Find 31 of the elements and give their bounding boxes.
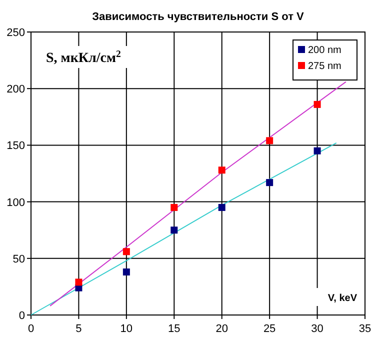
y-tick-label: 150 — [6, 140, 25, 152]
point — [122, 248, 130, 256]
point — [75, 278, 82, 286]
point — [218, 166, 226, 174]
chart-title: Зависимость чувствительности S от V — [92, 11, 305, 23]
x-tick-label: 5 — [76, 323, 82, 335]
point — [170, 226, 178, 234]
x-tick-label: 15 — [168, 323, 180, 335]
point — [122, 268, 130, 276]
point — [314, 147, 321, 154]
y-tick-label: 0 — [18, 310, 25, 322]
y-tick-label: 250 — [6, 27, 25, 39]
x-axis-title: V, keV — [328, 293, 358, 304]
legend-label: 200 nm — [308, 45, 342, 56]
line-series — [30, 142, 337, 316]
x-tick-label: 0 — [28, 323, 34, 335]
y-tick-label: 200 — [6, 84, 25, 96]
point — [170, 204, 178, 211]
x-tick-label: 20 — [216, 323, 228, 335]
y-tick-label: 100 — [6, 196, 25, 209]
point — [314, 100, 321, 108]
point — [266, 179, 274, 186]
point — [266, 137, 274, 144]
y-axis-title: S, мкКл/см$^{2}$ — [46, 48, 122, 66]
x-tick-label: 10 — [120, 323, 133, 335]
legend-label: 275 nm — [308, 61, 342, 72]
x-tick-label: 30 — [311, 323, 324, 335]
x-tick-label: 35 — [358, 323, 372, 335]
x-tick-label: 25 — [263, 323, 276, 335]
y-tick-label: 50 — [12, 253, 25, 266]
point — [218, 204, 226, 211]
